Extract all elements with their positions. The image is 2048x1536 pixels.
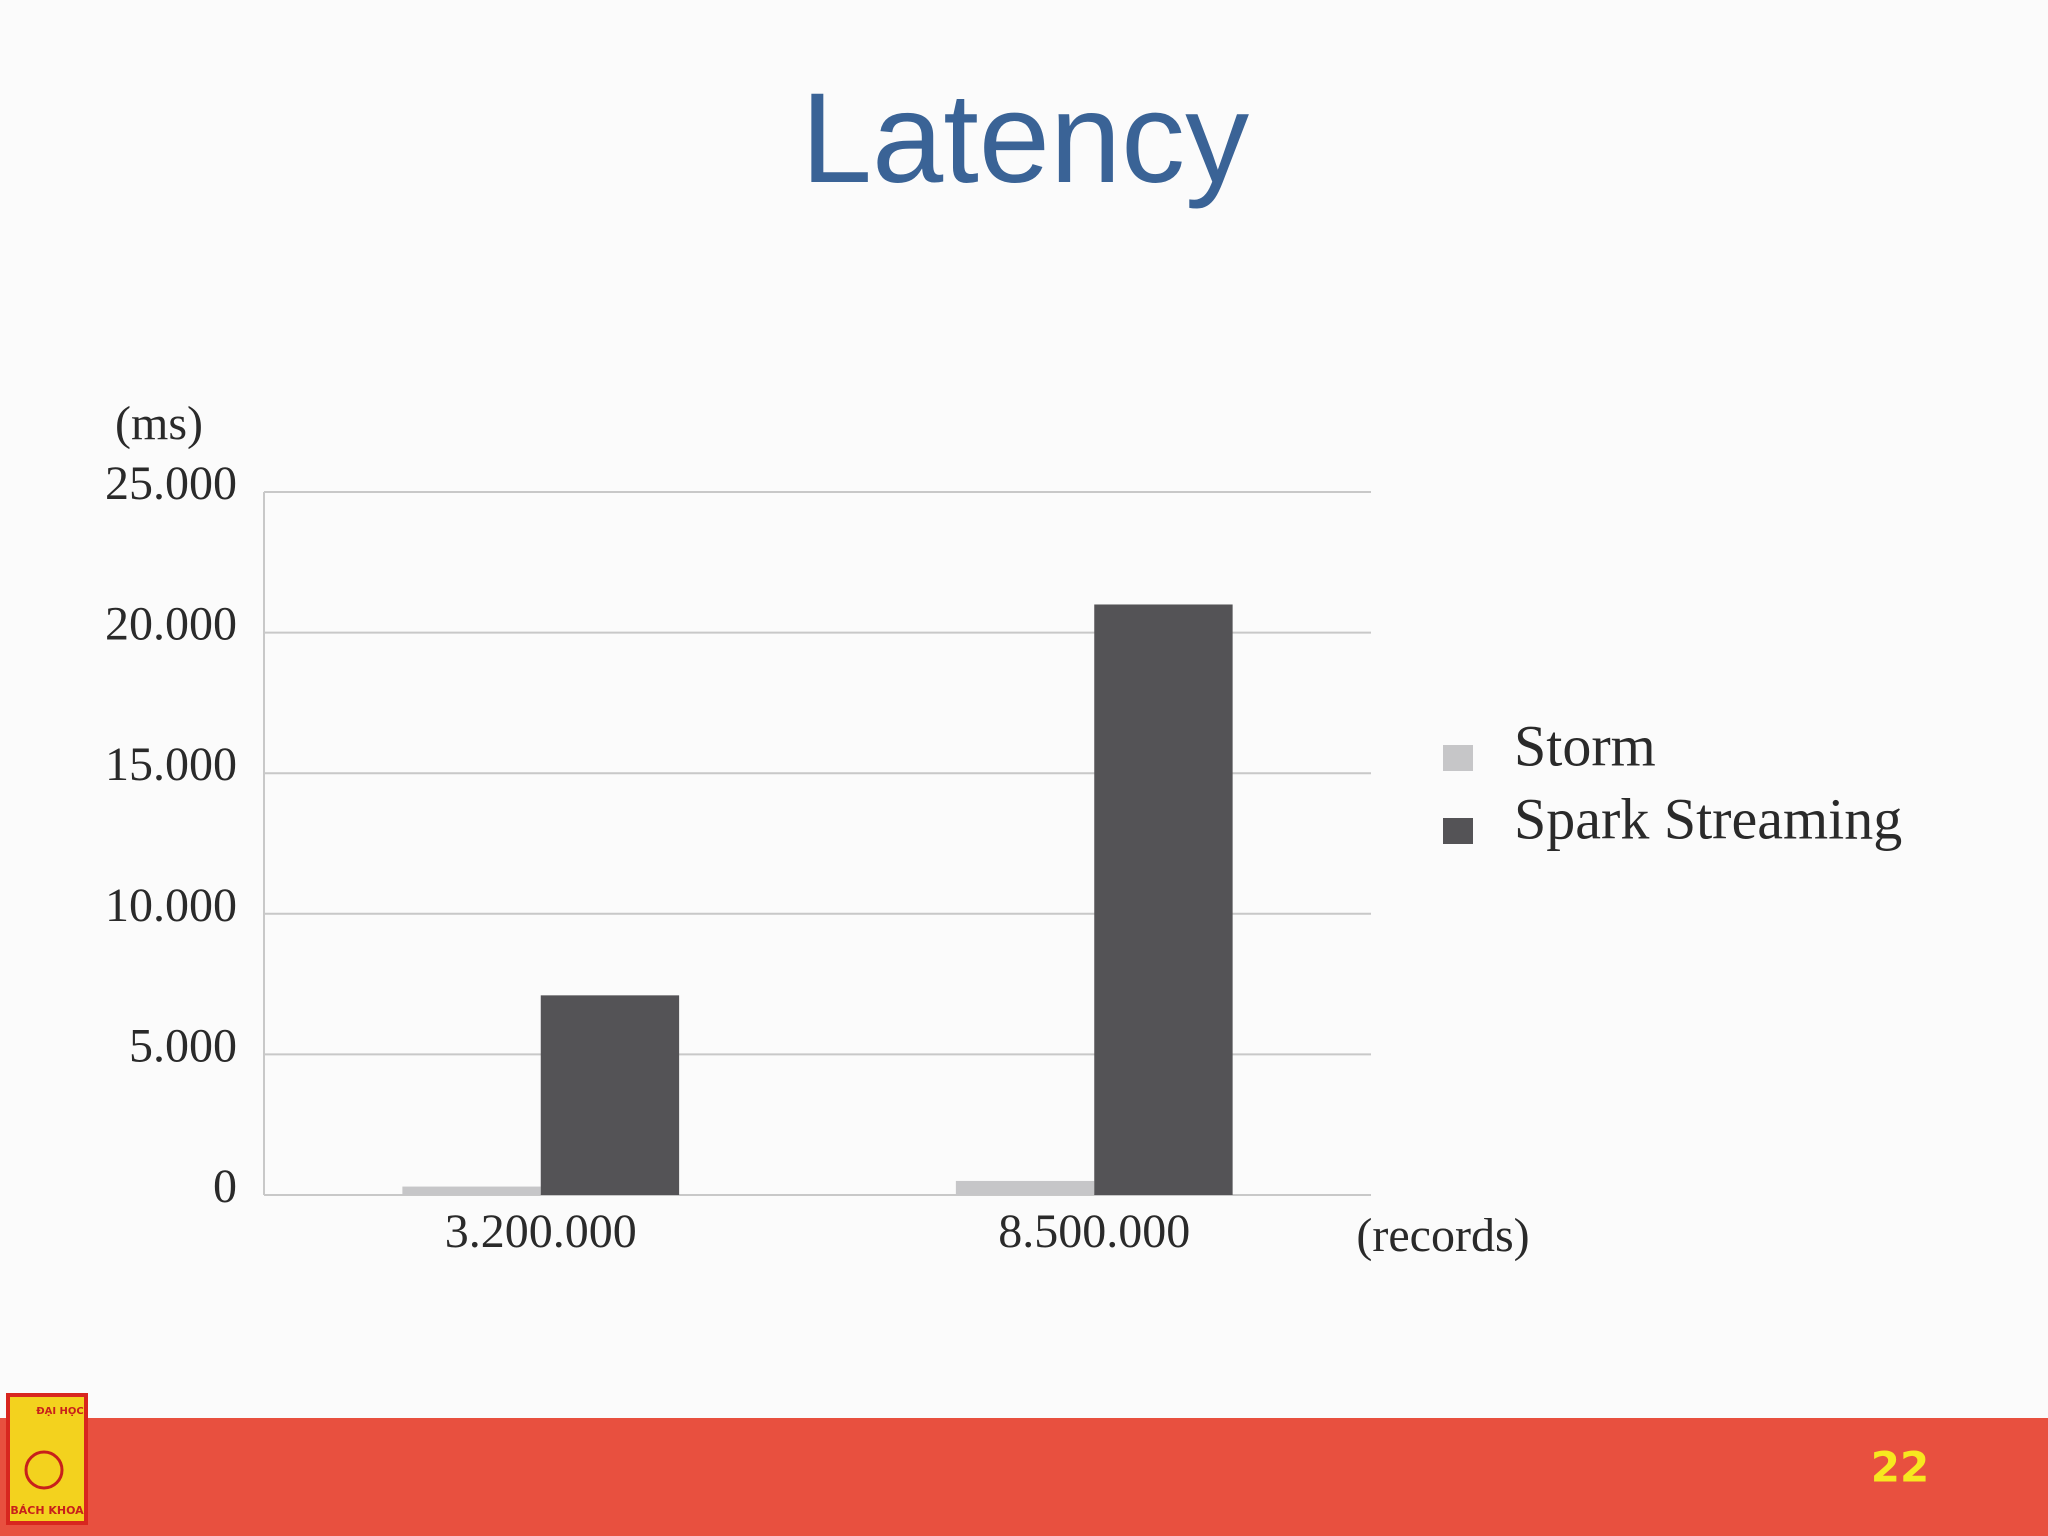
bar xyxy=(402,1186,541,1195)
legend-label: Storm xyxy=(1514,713,1656,778)
bar xyxy=(955,1180,1095,1195)
y-tick-label: 20.000 xyxy=(105,598,237,651)
footer-bar xyxy=(0,1418,2048,1536)
y-tick-label: 10.000 xyxy=(105,879,237,932)
y-tick-label: 0 xyxy=(213,1160,237,1213)
logo-bottom-text: BÁCH KHOA xyxy=(10,1504,84,1517)
x-tick-label: 3.200.000 xyxy=(445,1205,637,1258)
legend-swatch xyxy=(1443,745,1473,771)
y-tick-label: 5.000 xyxy=(129,1019,237,1072)
logo-frame xyxy=(6,1393,88,1525)
legend-swatch xyxy=(1443,818,1473,844)
logo-top-text: ĐẠI HỌC xyxy=(36,1406,84,1417)
bar xyxy=(540,995,680,1195)
page-number: 22 xyxy=(1871,1443,1929,1492)
legend-label: Spark Streaming xyxy=(1514,786,1902,851)
slide-title: Latency xyxy=(801,67,1249,210)
x-axis-label: (records) xyxy=(1356,1209,1529,1262)
logo: ĐẠI HỌC BÁCH KHOA xyxy=(6,1393,88,1525)
logo-emblem xyxy=(24,1450,64,1490)
bar xyxy=(1094,604,1233,1195)
x-tick-label: 8.500.000 xyxy=(998,1205,1190,1258)
y-tick-label: 25.000 xyxy=(105,457,237,510)
y-tick-label: 15.000 xyxy=(105,738,237,791)
y-axis-label: (ms) xyxy=(115,397,203,450)
